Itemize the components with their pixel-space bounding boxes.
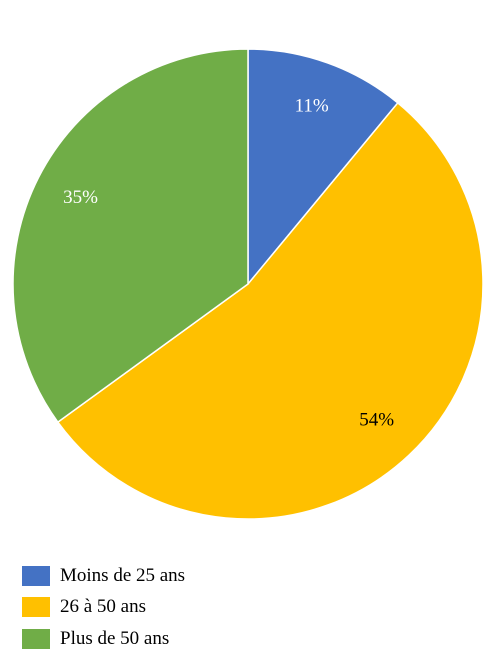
legend-item-3: Plus de 50 ans xyxy=(22,623,185,655)
legend-label: 26 à 50 ans xyxy=(60,596,147,618)
pie-slices xyxy=(12,48,484,520)
legend-swatch xyxy=(22,628,50,649)
legend-item-1: Moins de 25 ans xyxy=(22,560,185,592)
pie-chart: 11% 54% 35% xyxy=(12,48,484,520)
legend-label: Plus de 50 ans xyxy=(60,627,170,649)
pie-labels: 11% 54% 35% xyxy=(63,95,394,430)
pie-slice-3 xyxy=(12,48,249,424)
pie-slice-1 xyxy=(247,48,399,287)
legend-item-2: 26 à 50 ans xyxy=(22,592,185,624)
legend: Moins de 25 ans 26 à 50 ans Plus de 50 ans xyxy=(22,560,185,655)
legend-swatch xyxy=(22,565,50,586)
pie-slice-label-2: 54% xyxy=(359,409,394,430)
legend-swatch xyxy=(22,597,50,618)
pie-slice-2 xyxy=(56,101,484,520)
legend-label: Moins de 25 ans xyxy=(60,564,186,586)
pie-slice-label-1: 11% xyxy=(295,95,329,116)
pie-slice-label-3: 35% xyxy=(63,187,98,208)
